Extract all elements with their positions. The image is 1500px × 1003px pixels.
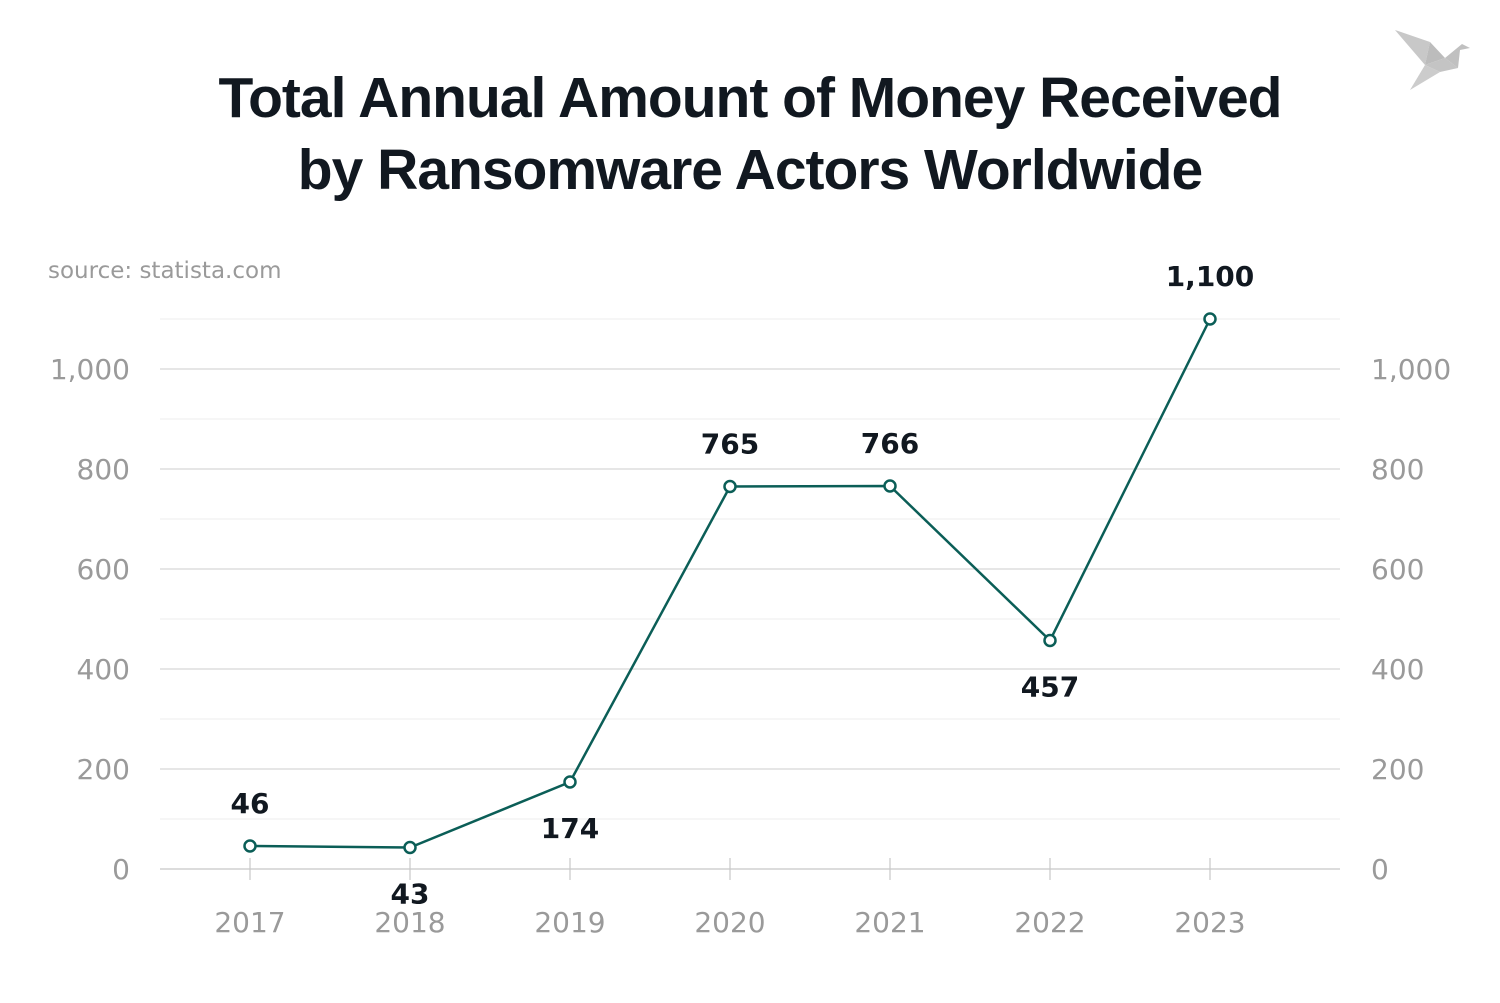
- y-tick-label-left: 200: [77, 753, 130, 786]
- y-tick-label-right: 400: [1371, 653, 1424, 686]
- y-tick-label-right: 0: [1371, 853, 1389, 886]
- data-point: [723, 479, 737, 494]
- data-label: 46: [231, 787, 270, 820]
- data-point: [403, 840, 417, 855]
- data-label: 765: [701, 428, 759, 461]
- chart-title: Total Annual Amount of Money Received by…: [0, 62, 1500, 206]
- chart-title-line-1: Total Annual Amount of Money Received: [218, 66, 1283, 130]
- x-tick-label: 2020: [694, 906, 765, 939]
- y-tick-label-left: 400: [77, 653, 130, 686]
- x-tick-label: 2021: [854, 906, 925, 939]
- y-tick-label-right: 800: [1371, 453, 1424, 486]
- data-point: [1043, 633, 1057, 648]
- data-label: 43: [391, 878, 430, 911]
- x-tick-label: 2019: [534, 906, 605, 939]
- y-tick-label-left: 0: [112, 853, 130, 886]
- y-tick-label-left: 800: [77, 453, 130, 486]
- data-label: 457: [1021, 671, 1079, 704]
- data-point: [1203, 312, 1217, 326]
- chart-title-line-2: by Ransomware Actors Worldwide: [297, 138, 1203, 202]
- data-label: 174: [541, 812, 599, 845]
- data-point: [243, 839, 257, 853]
- x-tick-label: 2022: [1014, 906, 1085, 939]
- data-point: [563, 775, 577, 789]
- x-tick-label: 2017: [214, 906, 285, 939]
- data-point: [883, 479, 897, 493]
- x-tick-label: 2023: [1174, 906, 1245, 939]
- y-tick-label-right: 200: [1371, 753, 1424, 786]
- data-label: 766: [861, 427, 919, 460]
- data-line: [249, 318, 1212, 849]
- y-tick-label-left: 600: [77, 553, 130, 586]
- x-tick-label: 2018: [374, 906, 445, 939]
- origami-bird-icon: [1395, 30, 1470, 90]
- y-tick-label-right: 600: [1371, 553, 1424, 586]
- y-tick-label-right: 1,000: [1371, 353, 1451, 386]
- data-label: 1,100: [1166, 260, 1255, 293]
- source-note: source: statista.com: [48, 258, 282, 284]
- y-tick-label-left: 1,000: [50, 353, 130, 386]
